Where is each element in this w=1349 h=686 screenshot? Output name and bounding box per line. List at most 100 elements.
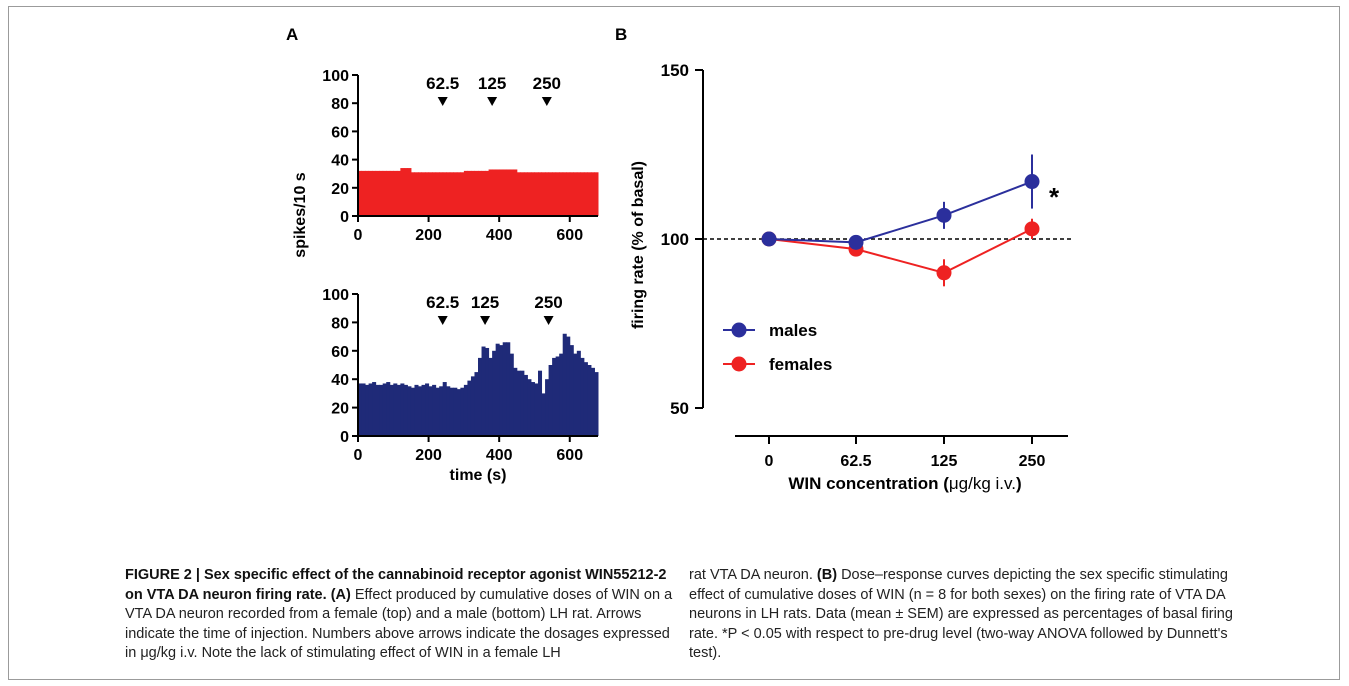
y-tick-label: 80 (331, 315, 349, 332)
hist-bar (583, 172, 588, 216)
dose-label: 250 (533, 74, 561, 93)
dose-label: 125 (471, 293, 499, 312)
data-point (1024, 221, 1040, 237)
hist-bar (576, 172, 581, 216)
hist-bar (467, 380, 472, 436)
x-axis-label: time (s) (450, 467, 507, 484)
hist-bar (358, 383, 363, 436)
hist-bar (428, 386, 433, 436)
hist-bar (389, 384, 394, 436)
data-point (936, 265, 952, 281)
caption-text-a: Effect produced by cumulative doses of W… (125, 586, 673, 662)
hist-bar (516, 370, 521, 436)
hist-bar (396, 384, 401, 436)
hist-bar (555, 356, 560, 436)
hist-bar (474, 372, 479, 436)
hist-bar (467, 170, 472, 216)
hist-bar (418, 386, 423, 436)
hist-bar (523, 172, 528, 216)
hist-bar (410, 172, 415, 216)
hist-bar (365, 384, 370, 436)
data-point (936, 207, 952, 223)
x-tick-label: 250 (1019, 453, 1046, 470)
hist-bar (400, 383, 405, 436)
hist-bar (361, 383, 366, 436)
hist-bar (566, 336, 571, 436)
hist-bar (386, 382, 391, 436)
hist-bar (534, 172, 539, 216)
hist-bar (379, 170, 384, 216)
caption-title: FIGURE 2 | Sex specific effect of the ca… (125, 567, 667, 603)
x-tick-label: 0 (354, 227, 363, 244)
dose-label: 62.5 (426, 293, 459, 312)
hist-bar (569, 172, 574, 216)
hist-bar (594, 372, 599, 436)
hist-bar (488, 357, 493, 436)
hist-bar (478, 357, 483, 436)
hist-bar (453, 387, 458, 436)
y-tick-label: 150 (661, 61, 689, 80)
hist-bar (488, 169, 493, 216)
y-tick-label: 100 (322, 287, 349, 304)
hist-bar (530, 172, 535, 216)
hist-bar (361, 170, 366, 216)
hist-bar (495, 343, 500, 436)
hist-bar (470, 170, 475, 216)
y-tick-label: 50 (670, 399, 689, 418)
hist-bar (414, 172, 419, 216)
hist-bar (372, 170, 377, 216)
x-tick-label: 0 (765, 453, 774, 470)
hist-bar (403, 384, 408, 436)
hist-bar (559, 172, 564, 216)
y-tick-label: 60 (331, 124, 349, 141)
hist-bar (442, 382, 447, 436)
legend-marker-females (731, 356, 747, 372)
y-tick-label: 100 (322, 68, 349, 85)
dose-label: 250 (534, 293, 562, 312)
hist-bar (463, 384, 468, 436)
data-point (1024, 174, 1040, 190)
hist-bar (407, 386, 412, 436)
y-tick-label: 80 (331, 96, 349, 113)
hist-bar (425, 383, 430, 436)
hist-bar (562, 333, 567, 436)
hist-bar (541, 172, 546, 216)
hist-bar (425, 172, 430, 216)
hist-bar (576, 350, 581, 436)
caption-text-b: Dose–response curves depicting the sex s… (689, 567, 1233, 661)
hist-bar (421, 384, 426, 436)
y-tick-label: 20 (331, 401, 349, 418)
hist-bar (449, 387, 454, 436)
hist-bar (407, 168, 412, 216)
hist-bar (358, 170, 363, 216)
dose-label: 62.5 (426, 74, 459, 93)
hist-bar (396, 170, 401, 216)
hist-bar (414, 384, 419, 436)
x-axis-label-main: WIN concentration ( (788, 474, 949, 493)
hist-bar (375, 384, 380, 436)
hist-bar (587, 172, 592, 216)
hist-bar (393, 383, 398, 436)
hist-bar (386, 170, 391, 216)
hist-bar (410, 387, 415, 436)
hist-bar (509, 353, 514, 436)
hist-bar (492, 350, 497, 436)
hist-bar (534, 383, 539, 436)
hist-bar (365, 170, 370, 216)
hist-bar (439, 386, 444, 436)
hist-bar (502, 169, 507, 216)
histogram-top-female: 0 20 40 60 80 100 0 200 400 600 62.5 125 250 spikes/1… (292, 68, 599, 258)
x-tick-label: 125 (931, 453, 958, 470)
hist-bar (594, 172, 599, 216)
x-tick-label: 200 (415, 447, 442, 464)
injection-arrow-icon (543, 316, 554, 325)
hist-bar (566, 172, 571, 216)
hist-bar (545, 379, 550, 436)
y-tick-label: 0 (340, 209, 349, 226)
hist-bar (559, 353, 564, 436)
data-point (848, 234, 864, 250)
x-tick-label: 400 (486, 227, 513, 244)
hist-bar (569, 345, 574, 436)
hist-bar (545, 172, 550, 216)
